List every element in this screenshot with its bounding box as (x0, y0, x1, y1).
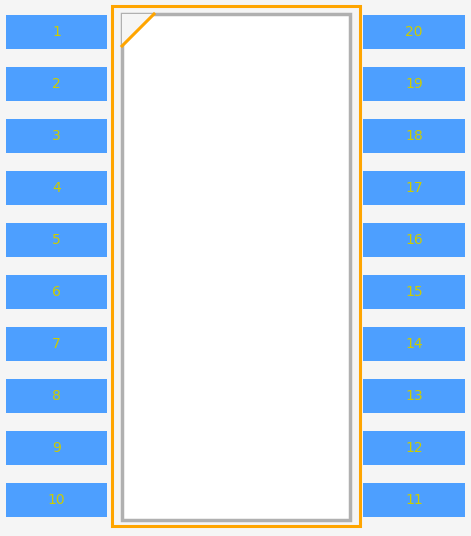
Text: 14: 14 (405, 337, 423, 351)
Text: 11: 11 (405, 493, 423, 507)
Bar (6, 171, 107, 205)
Bar (363, 483, 465, 517)
Bar (6, 483, 107, 517)
Text: 19: 19 (405, 77, 423, 91)
Bar (6, 275, 107, 309)
Bar (112, 6, 360, 526)
Text: 20: 20 (405, 25, 423, 39)
Text: 1: 1 (52, 25, 61, 39)
Bar (363, 379, 465, 413)
Bar (363, 119, 465, 153)
Text: 7: 7 (52, 337, 61, 351)
Text: 15: 15 (405, 285, 423, 299)
Text: 18: 18 (405, 129, 423, 143)
Text: 17: 17 (405, 181, 423, 195)
Bar (363, 431, 465, 465)
Polygon shape (122, 14, 154, 46)
Bar (363, 171, 465, 205)
Text: 5: 5 (52, 233, 61, 247)
Text: 16: 16 (405, 233, 423, 247)
Bar (6, 327, 107, 361)
Text: 2: 2 (52, 77, 61, 91)
Text: 3: 3 (52, 129, 61, 143)
Bar (6, 223, 107, 257)
Text: 13: 13 (405, 389, 423, 403)
Text: 10: 10 (48, 493, 65, 507)
Text: 8: 8 (52, 389, 61, 403)
Bar (6, 431, 107, 465)
Bar (363, 67, 465, 101)
Text: 9: 9 (52, 441, 61, 455)
Bar (6, 67, 107, 101)
Bar (6, 379, 107, 413)
Bar (6, 119, 107, 153)
Bar (363, 275, 465, 309)
Bar (363, 327, 465, 361)
Bar (6, 15, 107, 49)
Bar (363, 223, 465, 257)
Text: 6: 6 (52, 285, 61, 299)
Text: 4: 4 (52, 181, 61, 195)
Bar (363, 15, 465, 49)
Bar (122, 14, 350, 520)
Text: 12: 12 (405, 441, 423, 455)
